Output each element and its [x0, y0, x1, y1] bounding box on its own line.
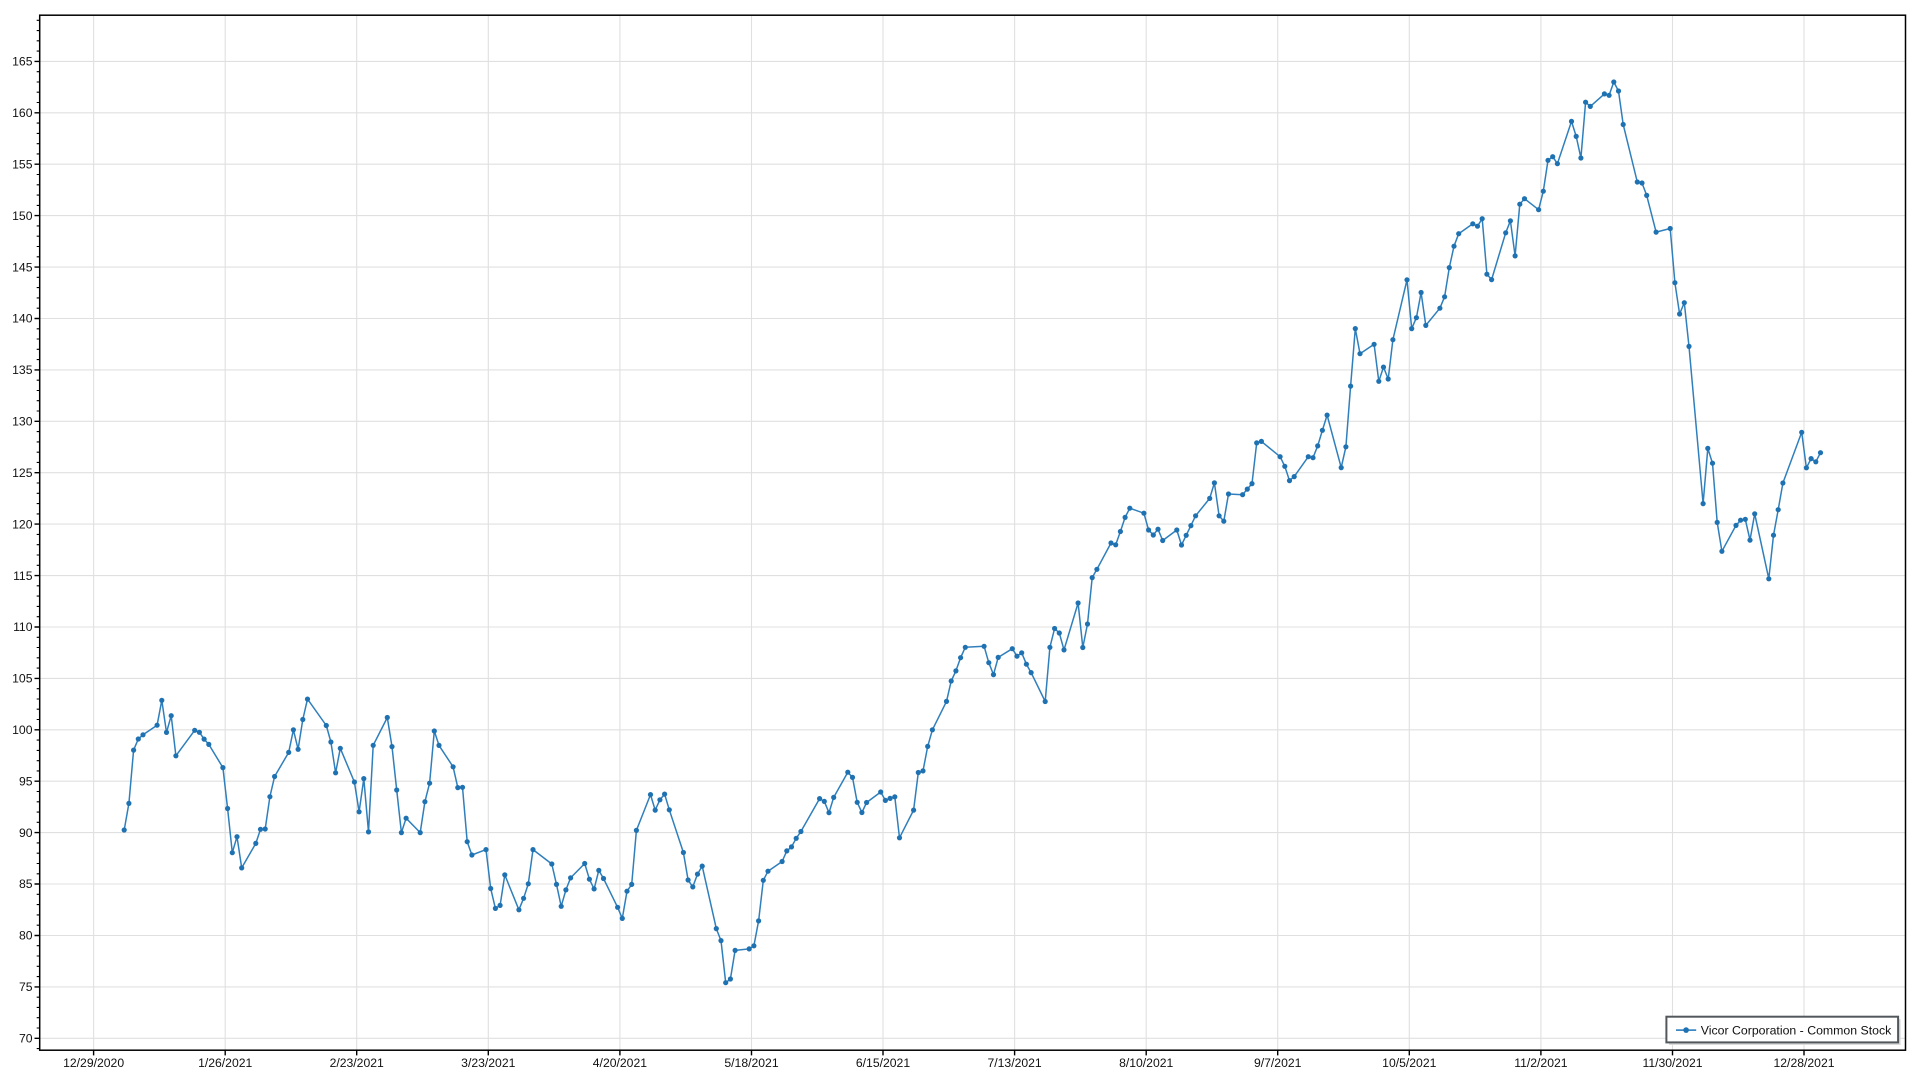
svg-text:145: 145: [12, 260, 33, 274]
svg-text:12/29/2020: 12/29/2020: [63, 1056, 124, 1070]
svg-text:100: 100: [12, 723, 33, 737]
svg-text:90: 90: [19, 826, 33, 840]
svg-text:11/30/2021: 11/30/2021: [1642, 1056, 1702, 1070]
svg-text:140: 140: [12, 312, 33, 326]
svg-text:1/26/2021: 1/26/2021: [198, 1056, 252, 1070]
svg-text:85: 85: [19, 877, 33, 891]
svg-text:6/15/2021: 6/15/2021: [856, 1056, 910, 1070]
svg-text:4/20/2021: 4/20/2021: [593, 1056, 647, 1070]
svg-text:Vicor Corporation - Common Sto: Vicor Corporation - Common Stock: [1701, 1023, 1892, 1037]
svg-text:12/28/2021: 12/28/2021: [1774, 1056, 1835, 1070]
svg-text:115: 115: [13, 569, 33, 583]
svg-text:9/7/2021: 9/7/2021: [1254, 1056, 1302, 1070]
svg-text:5/18/2021: 5/18/2021: [724, 1056, 778, 1070]
svg-text:75: 75: [19, 980, 33, 994]
svg-text:7/13/2021: 7/13/2021: [987, 1056, 1041, 1070]
svg-text:70: 70: [19, 1032, 33, 1046]
svg-text:11/2/2021: 11/2/2021: [1514, 1056, 1568, 1070]
svg-text:125: 125: [12, 466, 33, 480]
svg-text:135: 135: [12, 363, 33, 377]
svg-text:160: 160: [12, 106, 33, 120]
svg-text:95: 95: [19, 774, 33, 788]
svg-text:8/10/2021: 8/10/2021: [1119, 1056, 1173, 1070]
svg-text:120: 120: [12, 517, 33, 531]
svg-text:10/5/2021: 10/5/2021: [1382, 1056, 1436, 1070]
svg-text:80: 80: [19, 929, 33, 943]
svg-text:155: 155: [12, 157, 33, 171]
svg-text:2/23/2021: 2/23/2021: [330, 1056, 384, 1070]
svg-text:3/23/2021: 3/23/2021: [461, 1056, 515, 1070]
svg-text:165: 165: [12, 55, 33, 69]
svg-text:150: 150: [12, 209, 33, 223]
svg-text:130: 130: [12, 415, 33, 429]
svg-text:110: 110: [13, 620, 33, 634]
svg-text:105: 105: [12, 672, 33, 686]
